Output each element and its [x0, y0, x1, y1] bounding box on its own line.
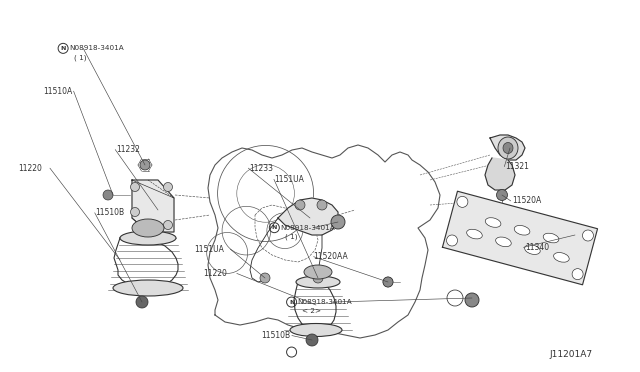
Text: 11233: 11233 [250, 164, 274, 173]
Polygon shape [485, 158, 515, 190]
Text: N08918-3401A: N08918-3401A [69, 45, 124, 51]
Circle shape [447, 235, 458, 246]
Circle shape [306, 334, 318, 346]
Text: < 2>: < 2> [302, 308, 321, 314]
Text: 11520A: 11520A [512, 196, 541, 205]
Ellipse shape [554, 253, 569, 262]
Circle shape [457, 196, 468, 207]
Circle shape [103, 190, 113, 200]
Text: J11201A7: J11201A7 [549, 350, 592, 359]
Circle shape [497, 189, 508, 201]
Text: 11520AA: 11520AA [314, 252, 348, 261]
Text: 11220: 11220 [204, 269, 227, 278]
Text: 11220: 11220 [18, 164, 42, 173]
Ellipse shape [515, 225, 530, 235]
Ellipse shape [113, 280, 183, 296]
Ellipse shape [120, 231, 176, 245]
Circle shape [131, 183, 140, 192]
Text: 11510B: 11510B [95, 208, 124, 217]
Text: N: N [271, 225, 277, 230]
Ellipse shape [467, 229, 483, 239]
Ellipse shape [543, 233, 559, 243]
Text: 11510B: 11510B [261, 331, 291, 340]
Text: 1151UA: 1151UA [274, 175, 304, 184]
Circle shape [572, 269, 583, 280]
Circle shape [295, 200, 305, 210]
Circle shape [465, 293, 479, 307]
Circle shape [383, 277, 393, 287]
Text: ( 1): ( 1) [285, 234, 298, 240]
Circle shape [163, 183, 173, 192]
Circle shape [331, 215, 345, 229]
Polygon shape [490, 135, 525, 160]
Text: N: N [289, 299, 294, 305]
Circle shape [136, 296, 148, 308]
Circle shape [383, 277, 393, 287]
Text: 11232: 11232 [116, 145, 140, 154]
Circle shape [163, 221, 173, 230]
Circle shape [582, 230, 593, 241]
Text: 1151UA: 1151UA [194, 245, 224, 254]
Polygon shape [132, 180, 174, 232]
Ellipse shape [503, 142, 513, 154]
Circle shape [317, 200, 327, 210]
Ellipse shape [290, 324, 342, 337]
Ellipse shape [485, 218, 501, 227]
Circle shape [313, 273, 323, 283]
Ellipse shape [132, 219, 164, 237]
Ellipse shape [498, 137, 518, 159]
Text: N: N [60, 46, 66, 51]
Text: 11510A: 11510A [44, 87, 73, 96]
Text: N08918-3401A: N08918-3401A [298, 299, 353, 305]
Polygon shape [442, 191, 598, 285]
Ellipse shape [296, 276, 340, 288]
Ellipse shape [495, 237, 511, 247]
Polygon shape [278, 198, 338, 235]
Text: 11340: 11340 [525, 243, 549, 252]
Text: N08918-3401A: N08918-3401A [280, 225, 335, 231]
Circle shape [260, 273, 270, 283]
Ellipse shape [525, 245, 540, 254]
Ellipse shape [304, 265, 332, 279]
Circle shape [140, 160, 150, 170]
Text: ( 1): ( 1) [74, 54, 86, 61]
Circle shape [131, 208, 140, 217]
Text: 11321: 11321 [506, 162, 529, 171]
